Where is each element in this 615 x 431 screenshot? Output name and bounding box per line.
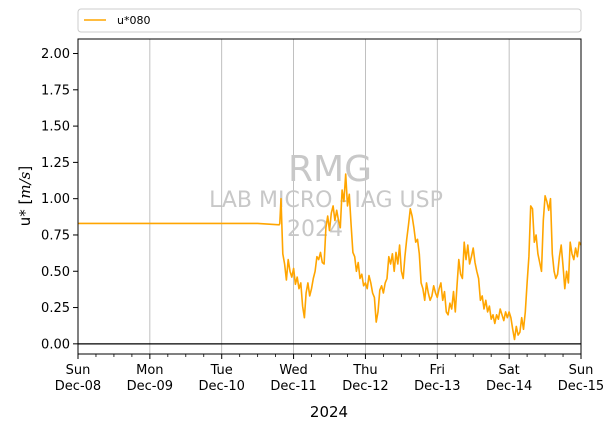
- x-tick-label-day: Thu: [352, 363, 377, 378]
- grid-lines: [149, 39, 510, 354]
- legend-label: u*080: [117, 14, 150, 27]
- y-tick-label: 0.75: [41, 228, 70, 243]
- y-tick-label: 1.75: [41, 83, 70, 98]
- y-axis-title: u* [m/s]: [16, 166, 34, 226]
- watermark-line-3: 2024: [287, 217, 343, 242]
- watermark-line-1: RMG: [288, 149, 372, 190]
- x-tick-label-date: Dec-14: [486, 379, 532, 394]
- x-tick-label-date: Dec-09: [127, 379, 173, 394]
- y-tick-label: 1.25: [41, 156, 70, 171]
- y-tick-label: 0.50: [41, 265, 70, 280]
- y-tick-label: 1.50: [41, 120, 70, 135]
- watermark-line-2: LAB MICRO - IAG USP: [209, 188, 443, 213]
- x-tick-label-day: Sun: [569, 363, 594, 378]
- x-tick-label-day: Tue: [210, 363, 233, 378]
- y-axis: 0.00 0.25 0.50 0.75 1.00 1.25 1.50 1.75 2.00: [41, 47, 78, 352]
- y-tick-label: 1.00: [41, 192, 70, 207]
- x-tick-label-day: Sun: [66, 363, 91, 378]
- y-tick-label: 0.25: [41, 301, 70, 316]
- x-tick-label-date: Dec-11: [270, 379, 316, 394]
- x-tick-label-day: Wed: [279, 363, 307, 378]
- x-tick-label-day: Sat: [498, 363, 519, 378]
- x-tick-label-date: Dec-13: [414, 379, 460, 394]
- plot-area: RMG LAB MICRO - IAG USP 2024: [77, 38, 582, 355]
- x-axis: SunDec-08MonDec-09TueDec-10WedDec-11ThuD…: [55, 354, 604, 394]
- x-axis-title: 2024: [310, 403, 348, 421]
- series-line-u080: [78, 173, 582, 341]
- x-tick-label-date: Dec-08: [55, 379, 101, 394]
- y-tick-label: 2.00: [41, 47, 70, 62]
- x-tick-label-day: Mon: [136, 363, 163, 378]
- x-tick-label-day: Fri: [430, 363, 446, 378]
- x-tick-label-date: Dec-15: [558, 379, 604, 394]
- x-tick-label-date: Dec-12: [342, 379, 388, 394]
- legend: u*080: [77, 8, 582, 33]
- x-tick-label-date: Dec-10: [199, 379, 245, 394]
- watermark: RMG LAB MICRO - IAG USP 2024: [209, 149, 443, 242]
- y-tick-label: 0.00: [41, 337, 70, 352]
